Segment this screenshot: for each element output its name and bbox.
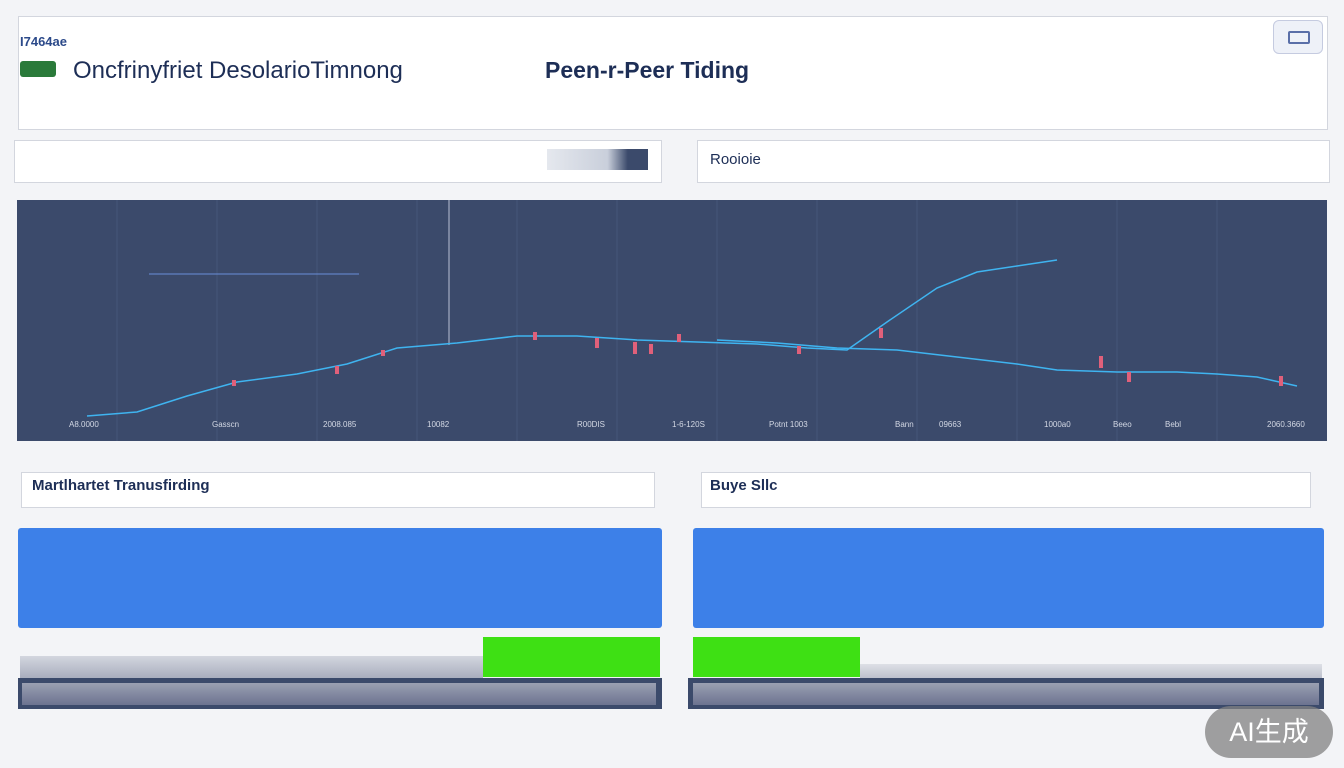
x-tick-label: Bann [895,420,914,429]
right-footer-inner [693,683,1319,705]
right-green-block [693,637,860,677]
left-green-block [483,637,660,677]
ai-badge: AI生成 [1205,706,1333,758]
input-button[interactable] [547,149,648,170]
buy-button[interactable] [18,528,662,628]
right-footer-bar [688,678,1324,709]
x-tick-label: 1-6-120S [672,420,705,429]
app-title: Oncfrinyfriet DesolarioTimnong [73,57,403,84]
page-subtitle: Peen-r-Peer Tiding [545,57,750,83]
left-panel-title: Martlhartet Tranusfirding [32,477,210,494]
search-label: Rooioie [710,151,761,168]
logo-text: I7464ae [20,34,67,49]
x-tick-label: Gasscn [212,420,239,429]
candles [232,328,1283,386]
header [18,16,1328,130]
x-tick-label: 09663 [939,420,962,429]
price-chart: A8.0000 Gasscn 2008.085 10082 R00DIS 1-6… [17,200,1327,441]
x-tick-label: 2060.3660 [1267,420,1305,429]
x-tick-label: 1000a0 [1044,420,1071,429]
sell-button[interactable] [693,528,1324,628]
x-tick-label: 10082 [427,420,450,429]
x-tick-label: 2008.085 [323,420,357,429]
chart-background [17,200,1327,441]
right-panel-title: Buye Sllc [710,477,778,494]
left-footer-inner [22,683,656,705]
price-line [86,259,1058,417]
menu-icon [1288,31,1310,44]
search-field[interactable] [697,140,1330,183]
x-tick-label: A8.0000 [69,420,99,429]
average-line [716,339,1298,387]
logo-icon [20,61,56,77]
x-tick-label: Beeo [1113,420,1132,429]
x-tick-label: Potnt 1003 [769,420,808,429]
chart-grid [116,200,1218,441]
x-tick-label: Bebl [1165,420,1181,429]
left-volume-strip [20,656,483,678]
left-footer-bar [18,678,662,709]
left-panel-header [21,472,655,508]
right-volume-strip [860,664,1322,678]
right-panel-header [701,472,1311,508]
x-axis: A8.0000 Gasscn 2008.085 10082 R00DIS 1-6… [69,420,1305,429]
menu-button[interactable] [1273,20,1323,54]
x-tick-label: R00DIS [577,420,605,429]
